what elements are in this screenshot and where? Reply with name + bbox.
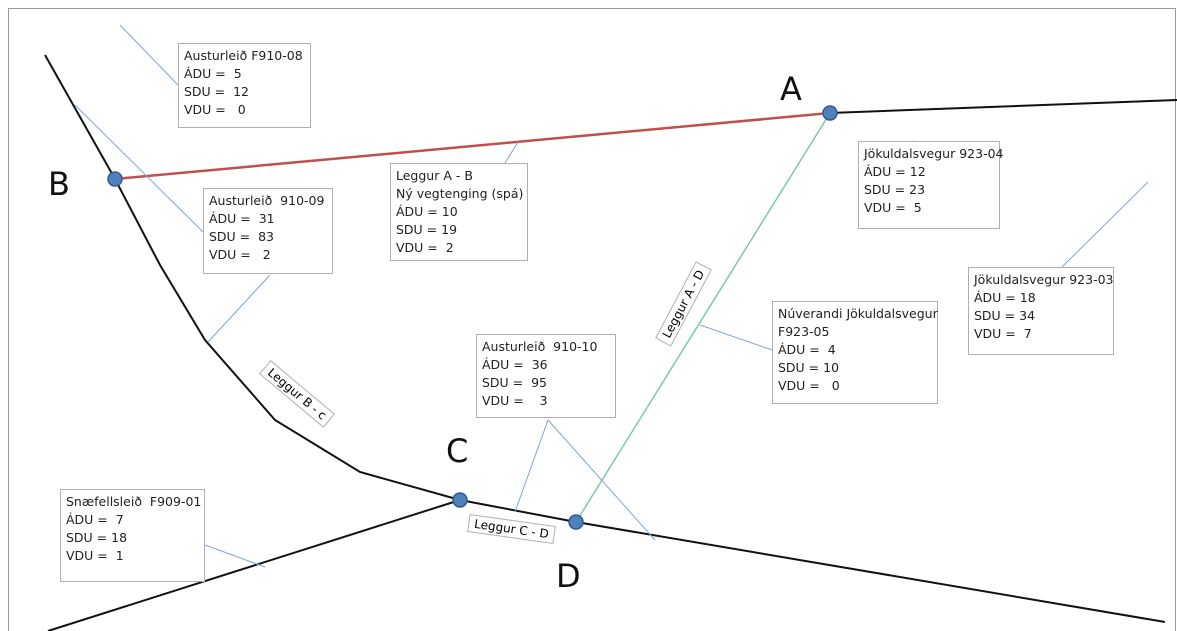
info-box: Jökuldalsvegur 923-03 ÁDU = 18 SDU = 34 VDU… — [968, 267, 1114, 355]
info-line: ÁDU = 12 — [864, 164, 926, 179]
info-line: ÁDU = 31 — [209, 211, 275, 226]
info-line: VDU = 0 — [184, 102, 246, 117]
info-line: ÁDU = 7 — [66, 512, 124, 527]
info-line: SDU = 83 — [209, 229, 275, 244]
info-line: SDU = 10 — [778, 360, 840, 375]
info-line: Austurleið 910-09 — [209, 193, 325, 208]
info-line: Núverandi Jökuldalsvegur — [778, 306, 938, 321]
node-label: D — [556, 557, 581, 595]
info-line: VDU = 2 — [396, 240, 454, 255]
info-line: SDU = 12 — [184, 84, 250, 99]
info-line: VDU = 5 — [864, 200, 922, 215]
info-line: Austurleið 910-10 — [482, 339, 598, 354]
info-line: Austurleið F910-08 — [184, 48, 303, 63]
info-line: ÁDU = 10 — [396, 204, 458, 219]
info-line: SDU = 18 — [66, 530, 128, 545]
info-box: Snæfellsleið F909-01 ÁDU = 7 SDU = 18 VDU =… — [60, 489, 205, 582]
road — [44, 54, 1166, 623]
info-line: Ný vegtenging (spá) — [396, 186, 524, 201]
info-box: Austurleið F910-08 ÁDU = 5 SDU = 12 VDU = 0 — [178, 43, 311, 128]
info-line: ÁDU = 18 — [974, 290, 1036, 305]
info-line: Leggur A - B — [396, 168, 473, 183]
info-line: ÁDU = 5 — [184, 66, 242, 81]
info-line: VDU = 0 — [778, 378, 840, 393]
info-line: Jökuldalsvegur 923-04 — [864, 146, 1004, 161]
node-label: B — [48, 165, 70, 203]
new-road — [114, 111, 831, 181]
info-line: VDU = 2 — [209, 247, 271, 262]
info-line: Snæfellsleið F909-01 — [66, 494, 202, 509]
frame — [8, 8, 1176, 631]
info-line: Jökuldalsvegur 923-03 — [974, 272, 1114, 287]
info-box: Leggur A - B Ný vegtenging (spá) ÁDU = 10 S… — [390, 163, 528, 261]
info-line: VDU = 7 — [974, 326, 1032, 341]
node-markers — [107, 105, 838, 530]
info-box: Jökuldalsvegur 923-04 ÁDU = 12 SDU = 23 VDU… — [858, 141, 1004, 229]
info-line: F923-05 — [778, 324, 830, 339]
info-line: ÁDU = 36 — [482, 357, 548, 372]
road — [47, 499, 461, 631]
info-line: VDU = 1 — [66, 548, 124, 563]
info-line: SDU = 19 — [396, 222, 458, 237]
node-label: A — [780, 70, 802, 108]
info-box: Núverandi Jökuldalsvegur F923-05 ÁDU = 4 SD… — [772, 301, 938, 404]
road — [829, 99, 1177, 114]
road-a-d — [575, 112, 831, 523]
info-line: SDU = 34 — [974, 308, 1036, 323]
node-label: C — [446, 432, 469, 470]
info-box: Austurleið 910-10 ÁDU = 36 SDU = 95 VDU = 3 — [476, 334, 616, 418]
info-line: SDU = 23 — [864, 182, 926, 197]
info-line: ÁDU = 4 — [778, 342, 836, 357]
info-box: Austurleið 910-09 ÁDU = 31 SDU = 83 VDU = 2 — [203, 188, 333, 274]
info-line: SDU = 95 — [482, 375, 548, 390]
info-line: VDU = 3 — [482, 393, 548, 408]
